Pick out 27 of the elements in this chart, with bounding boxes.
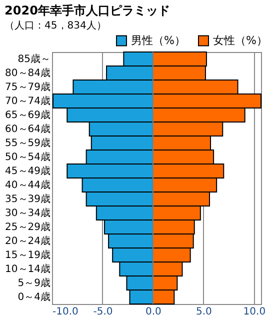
y-tick-label: 65～69歳 <box>5 109 50 121</box>
chart-title: 2020年幸手市人口ピラミッド <box>4 4 170 18</box>
y-tick-label: 60～64歳 <box>5 123 50 135</box>
y-tick-label: 30～34歳 <box>5 207 50 219</box>
chart-subtitle: （人口：45，834人） <box>4 20 106 32</box>
y-tick-label: 75～79歳 <box>5 81 50 93</box>
y-tick-label: 80～84歳 <box>5 67 50 79</box>
legend-label: 男性（%） <box>131 34 186 47</box>
y-tick-label: 15～19歳 <box>5 249 50 261</box>
y-tick-label: 25～29歳 <box>5 221 50 233</box>
y-tick-label: 40～44歳 <box>5 179 50 191</box>
y-tick-label: 55～59歳 <box>5 137 50 149</box>
x-tick-label: -5.0 <box>93 306 113 318</box>
x-tick-label: 5.0 <box>196 306 212 318</box>
y-tick-label: 45～49歳 <box>5 165 50 177</box>
y-tick-label: 35～39歳 <box>5 193 50 205</box>
y-tick-label: 85歳～ <box>18 53 50 65</box>
y-tick-label: 0～4歳 <box>18 291 50 303</box>
y-tick-label: 50～54歳 <box>5 151 50 163</box>
y-tick-label: 70～74歳 <box>5 95 50 107</box>
legend-label: 女性（%） <box>213 34 268 47</box>
x-tick-label: 0.0 <box>146 306 162 318</box>
y-tick-label: 10～14歳 <box>5 263 50 275</box>
y-tick-label: 20～24歳 <box>5 235 50 247</box>
x-tick-label: -10.0 <box>52 306 78 318</box>
y-tick-label: 5～9歳 <box>18 277 50 289</box>
x-tick-label: 10.0 <box>243 306 266 318</box>
